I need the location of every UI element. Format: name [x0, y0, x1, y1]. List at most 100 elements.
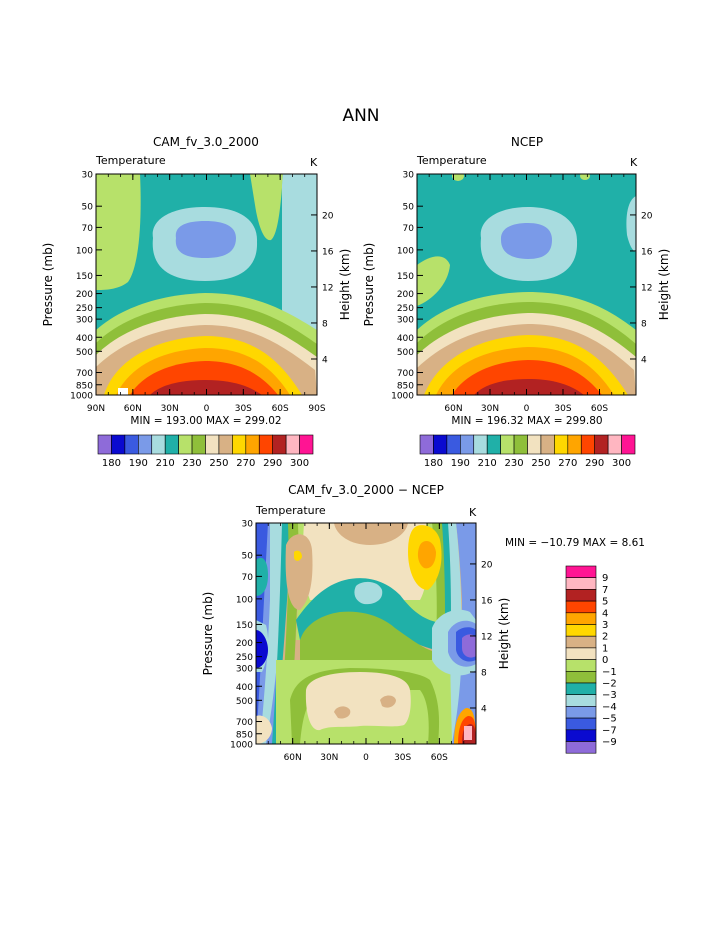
colorbar-swatch — [565, 612, 597, 625]
colorbar-swatch — [97, 434, 112, 455]
x-tick-label: 60S — [431, 753, 448, 763]
panel-cam-variable: Temperature — [95, 154, 166, 167]
x-tick-label: 30N — [481, 404, 499, 414]
y-tick-label: 300 — [76, 316, 93, 326]
y-tick-label: 850 — [397, 381, 414, 391]
y-right-tick-label: 8 — [481, 668, 487, 678]
colorbar-swatch — [607, 434, 622, 455]
y-tick-label: 200 — [397, 290, 414, 300]
y-right-tick-label: 20 — [322, 211, 334, 221]
cam-stats: MIN = 193.00 MAX = 299.02 — [130, 415, 281, 427]
colorbar-label: 290 — [585, 458, 604, 469]
y-tick-label: 500 — [236, 697, 253, 707]
y-tick-label: 150 — [397, 272, 414, 282]
panel-diff-title: CAM_fv_3.0_2000 − NCEP — [288, 483, 444, 497]
colorbar-swatch — [565, 589, 597, 602]
y-tick-label: 1000 — [230, 741, 253, 751]
colorbar-swatch — [565, 635, 597, 649]
colorbar-label: 230 — [505, 458, 524, 469]
y-right-tick-label: 4 — [481, 704, 487, 714]
panel-ncep: NCEP Temperature K 305070100150200250300… — [362, 135, 671, 469]
colorbar-swatch — [567, 434, 582, 455]
y-tick-label: 50 — [82, 203, 94, 213]
colorbar-swatch — [565, 659, 597, 672]
y-right-tick-label: 16 — [481, 596, 493, 606]
colorbar-label: 250 — [209, 458, 228, 469]
colorbar-swatch — [565, 647, 597, 660]
colorbar-swatch — [205, 434, 220, 455]
colorbar-swatch — [164, 434, 179, 455]
y-tick-label: 300 — [236, 665, 253, 675]
y-tick-label: 30 — [403, 171, 415, 181]
colorbar-swatch — [178, 434, 193, 455]
colorbar-swatch — [513, 434, 528, 455]
y-tick-label: 70 — [242, 573, 254, 583]
y-tick-label: 250 — [397, 304, 414, 314]
colorbar-label: −2 — [602, 679, 617, 690]
diff-contour-field — [256, 523, 476, 744]
ncep-stats: MIN = 196.32 MAX = 299.80 — [451, 415, 602, 427]
y-right-tick-label: 12 — [641, 283, 652, 293]
colorbar-swatch — [191, 434, 206, 455]
colorbar-swatch — [285, 434, 300, 455]
y-tick-label: 250 — [236, 653, 253, 663]
colorbar-swatch — [272, 434, 287, 455]
colorbar-swatch — [565, 565, 597, 578]
y-tick-label: 100 — [397, 246, 414, 256]
y-axis-label: Pressure (mb) — [362, 243, 376, 327]
colorbar-label: 5 — [602, 597, 608, 608]
x-tick-label: 0 — [524, 404, 530, 414]
colorbar-label: −3 — [602, 690, 617, 701]
x-tick-label: 30S — [394, 753, 411, 763]
colorbar-swatch — [621, 434, 636, 455]
y-tick-label: 200 — [76, 290, 93, 300]
colorbar-swatch — [565, 717, 597, 731]
x-tick-label: 60N — [444, 404, 462, 414]
colorbar-swatch — [540, 434, 555, 455]
y-right-axis-label: Height (km) — [338, 249, 352, 320]
colorbar-swatch — [565, 682, 597, 695]
colorbar-swatch — [565, 694, 597, 707]
y-tick-label: 100 — [236, 595, 253, 605]
x-tick-label: 30N — [161, 404, 179, 414]
colorbar-label: 180 — [102, 458, 121, 469]
colorbar-swatch — [446, 434, 461, 455]
panel-ncep-units: K — [630, 156, 638, 169]
y-axis-label: Pressure (mb) — [201, 592, 215, 676]
colorbar-label: 180 — [424, 458, 443, 469]
x-tick-label: 60S — [591, 404, 608, 414]
y-right-tick-label: 16 — [322, 247, 334, 257]
x-tick-label: 90N — [87, 404, 105, 414]
colorbar-swatch — [473, 434, 488, 455]
colorbar-swatch — [580, 434, 595, 455]
x-tick-label: 30S — [554, 404, 571, 414]
y-tick-label: 100 — [76, 246, 93, 256]
panel-cam-units: K — [310, 156, 318, 169]
panel-cam: CAM_fv_3.0_2000 Temperature K 30 50 70 100 1… — [41, 135, 352, 469]
x-tick-label: 30N — [320, 753, 338, 763]
colorbar-swatch — [460, 434, 475, 455]
panel-diff-variable: Temperature — [255, 504, 326, 517]
colorbar-swatch — [594, 434, 609, 455]
y-right-tick-label: 8 — [322, 319, 328, 329]
colorbar-label: −5 — [602, 714, 617, 725]
colorbar-swatch — [500, 434, 515, 455]
y-right-tick-label: 16 — [641, 247, 653, 257]
colorbar-swatch — [433, 434, 448, 455]
colorbar-label: 210 — [478, 458, 497, 469]
y-tick-label: 50 — [403, 203, 415, 213]
y-tick-label: 150 — [236, 621, 253, 631]
cam-contour-field — [96, 174, 317, 395]
y-tick-label: 400 — [397, 334, 414, 344]
y-right-axis-label: Height (km) — [497, 598, 511, 669]
y-tick-label: 150 — [76, 272, 93, 282]
x-tick-label: 0 — [204, 404, 210, 414]
colorbar-swatch — [565, 577, 597, 590]
colorbar-swatch — [565, 624, 597, 637]
colorbar-swatch — [527, 434, 542, 455]
y-tick-label: 30 — [82, 171, 94, 181]
x-tick-label: 60N — [284, 753, 302, 763]
y-tick-label: 1000 — [70, 392, 93, 402]
x-tick-label: 30S — [235, 404, 252, 414]
